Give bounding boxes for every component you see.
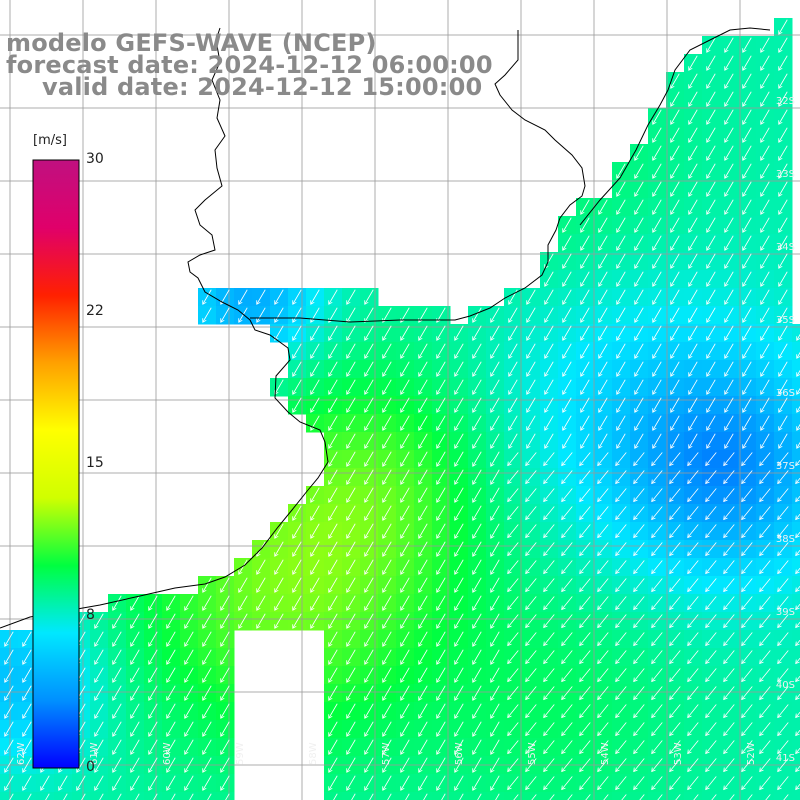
wind-arrows <box>4 19 800 800</box>
colorbar <box>32 159 80 769</box>
lon-label: 57W <box>381 742 392 765</box>
lon-label: 62W <box>16 742 27 765</box>
valid-date-label: valid date: 2024-12-12 15:00:00 <box>42 73 483 101</box>
colorbar-tick-8: 8 <box>86 607 95 623</box>
coastline <box>0 27 771 629</box>
lat-label: 38S <box>776 534 795 545</box>
model-title: modelo GEFS-WAVE (NCEP) <box>6 29 377 57</box>
lat-label: 36S <box>776 388 795 399</box>
lat-label: 41S <box>776 753 795 764</box>
lon-label: 54W <box>600 742 611 765</box>
lat-label: 39S <box>776 607 795 618</box>
lon-label: 53W <box>673 742 684 765</box>
colorbar-units: [m/s] <box>33 133 67 148</box>
lat-label: 40S <box>776 680 795 691</box>
lat-label: 37S <box>776 461 795 472</box>
lat-label: 34S <box>776 242 795 253</box>
lon-label: 55W <box>527 742 538 765</box>
lat-label: 33S <box>776 169 795 180</box>
lon-label: 56W <box>454 742 465 765</box>
lat-label: 32S <box>776 96 795 107</box>
colorbar-tick-0: 0 <box>86 759 95 775</box>
colorbar-tick-22: 22 <box>86 303 104 319</box>
forecast-date-label: forecast date: 2024-12-12 06:00:00 <box>6 51 493 79</box>
lon-label: 52W <box>746 742 757 765</box>
lon-label: 58W <box>308 742 319 765</box>
colorbar-tick-15: 15 <box>86 455 104 471</box>
lat-label: 35S <box>776 315 795 326</box>
lon-label: 59W <box>235 742 246 765</box>
colorbar-tick-30: 30 <box>86 151 104 167</box>
